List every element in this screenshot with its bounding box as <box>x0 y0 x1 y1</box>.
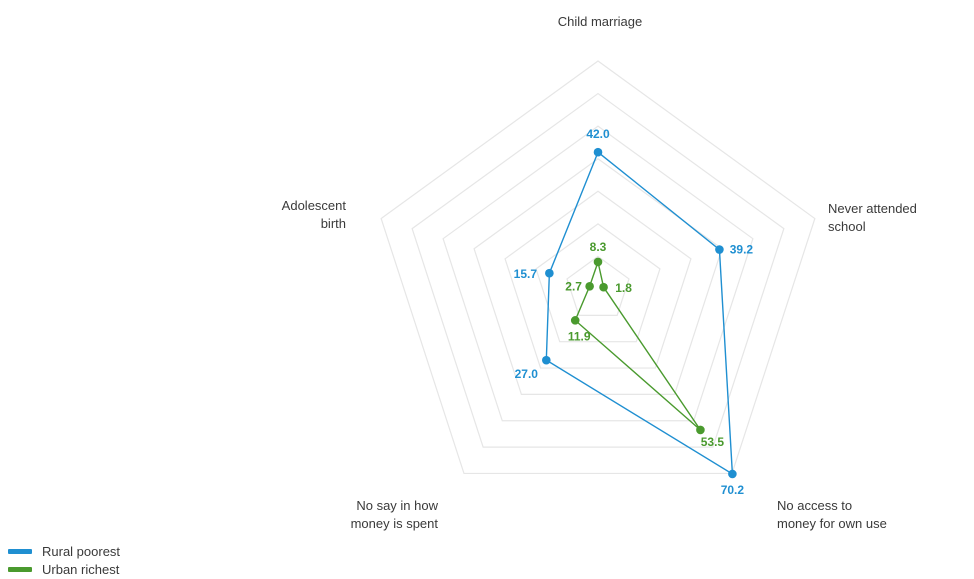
legend-item-rural-poorest: Rural poorest <box>8 542 120 560</box>
data-label: 42.0 <box>586 127 610 141</box>
legend-label: Rural poorest <box>42 543 121 559</box>
data-label: 70.2 <box>721 483 745 497</box>
legend-label: Urban richest <box>42 561 120 577</box>
data-point <box>570 316 580 325</box>
legend: Rural poorest Urban richest <box>8 542 120 578</box>
data-label: 11.9 <box>568 329 591 343</box>
legend-item-urban-richest: Urban richest <box>8 560 120 578</box>
data-point <box>728 469 737 479</box>
axis-label: No say in how money is spent <box>351 498 439 531</box>
data-point <box>593 147 603 157</box>
radar-chart: 42.0 39.2 70.2 27.0 15.7 8.3 1.8 53.5 11.9 2.7 Ch… <box>282 14 917 531</box>
data-label: 8.3 <box>590 240 607 254</box>
legend-swatch <box>8 548 32 554</box>
axis-label: Child marriage <box>558 14 643 29</box>
radar-series: 42.0 39.2 70.2 27.0 15.7 8.3 1.8 53.5 11.9 2.7 <box>514 127 754 497</box>
grid-ring <box>380 60 816 475</box>
data-point <box>696 425 705 435</box>
grid-ring <box>535 223 661 343</box>
axis-label-line: Child marriage <box>558 14 643 29</box>
grid-ring <box>504 190 692 369</box>
axis-label-line: money is spent <box>351 516 439 531</box>
data-point <box>542 355 551 365</box>
axis-label: Adolescent birth <box>282 198 347 231</box>
axis-label-line: No access to <box>777 498 852 513</box>
data-point <box>599 282 608 292</box>
grid-ring <box>411 92 785 448</box>
axis-label-line: money for own use <box>777 516 887 531</box>
axis-label-line: birth <box>321 216 346 231</box>
data-label: 53.5 <box>701 435 725 449</box>
data-label: 27.0 <box>515 367 539 381</box>
grid-ring <box>473 157 723 396</box>
axis-label: No access to money for own use <box>777 498 887 531</box>
series-line <box>545 151 734 476</box>
data-label: 2.7 <box>565 279 582 293</box>
axis-label-line: Adolescent <box>282 198 347 213</box>
axis-label-line: school <box>828 219 866 234</box>
axis-label-line: Never attended <box>828 201 917 216</box>
data-point <box>585 281 594 291</box>
data-point <box>545 268 554 278</box>
grid-ring <box>442 125 754 422</box>
grid-ring <box>566 255 630 316</box>
legend-swatch <box>8 566 32 572</box>
data-point <box>715 245 724 254</box>
data-label: 15.7 <box>514 267 538 281</box>
data-label: 39.2 <box>730 243 754 257</box>
axis-label: Never attended school <box>828 201 917 234</box>
radar-grid <box>380 60 816 475</box>
axis-label-line: No say in how <box>356 498 438 513</box>
radar-axis-labels: Child marriage Never attended school No acc… <box>282 14 917 531</box>
data-label: 1.8 <box>615 281 632 295</box>
data-point <box>593 257 603 267</box>
